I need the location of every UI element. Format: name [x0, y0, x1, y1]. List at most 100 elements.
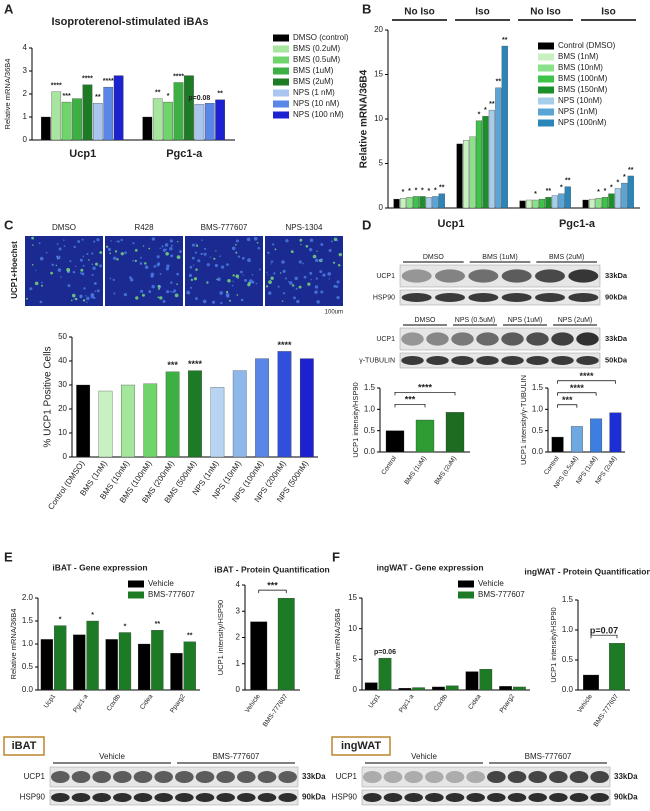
cell [176, 283, 178, 286]
row-label: HSP90 [332, 793, 358, 802]
y-tick-label: 4 [23, 43, 28, 52]
cell [305, 244, 309, 248]
panel-letter: E [4, 549, 13, 564]
cell [216, 278, 218, 281]
blot-band [278, 771, 297, 783]
sig-label: *** [405, 395, 416, 405]
legend-label: BMS-777607 [478, 590, 525, 599]
sig-label: **** [277, 340, 292, 350]
cell [55, 264, 58, 267]
cell [194, 251, 197, 254]
cell [112, 278, 115, 281]
y-tick-label: 3 [236, 606, 241, 615]
cell [159, 296, 163, 300]
cell [270, 263, 272, 265]
blot-band [404, 771, 423, 783]
bar [232, 370, 247, 458]
cell [268, 291, 272, 295]
y-tick-label: 1.0 [364, 404, 376, 413]
cell [229, 299, 232, 302]
sig-label: **** [82, 76, 93, 83]
cell [132, 259, 135, 262]
sig-label: *** [267, 581, 278, 591]
blot-band [404, 793, 423, 802]
legend-swatch [538, 64, 554, 72]
cell [195, 244, 199, 247]
cell [328, 248, 332, 253]
cell [150, 274, 154, 278]
bar [532, 199, 539, 209]
panel-letter: B [362, 1, 371, 16]
legend-label: BMS (100nM) [558, 74, 608, 83]
cell [56, 258, 59, 260]
y-tick-label: 3 [23, 66, 28, 75]
blot [399, 327, 601, 351]
y-tick-label: 0.0 [364, 447, 376, 456]
cell [258, 268, 261, 271]
bar [465, 671, 479, 691]
x-tick-label: Cidea [467, 693, 483, 711]
cell [109, 277, 112, 280]
bar [456, 143, 463, 209]
blot-band [468, 293, 499, 302]
blot-band [435, 293, 465, 302]
bar [438, 193, 445, 209]
cell [267, 274, 269, 276]
bar [621, 182, 628, 209]
cell [295, 287, 298, 290]
cell [319, 270, 323, 274]
sig-label: * [604, 188, 607, 195]
y-tick-label: 0.5 [562, 655, 574, 664]
sig-label: ** [217, 91, 223, 98]
cell [287, 280, 290, 283]
blot-band [549, 793, 568, 802]
legend-swatch [458, 591, 474, 599]
bar [277, 351, 292, 458]
cell [320, 258, 324, 262]
cell [72, 270, 76, 274]
row-label: HSP90 [373, 294, 395, 301]
x-tick-label: BMS-777607 [593, 693, 621, 728]
bar [432, 196, 439, 209]
cell [159, 247, 162, 249]
blot-band [383, 771, 403, 783]
cell [220, 265, 225, 269]
cell [284, 277, 287, 280]
sig-label: **** [418, 383, 433, 393]
bar [551, 195, 558, 209]
sig-label: * [91, 612, 94, 619]
cell [116, 258, 119, 261]
y-tick-label: 1.5 [532, 383, 544, 392]
cell [310, 278, 312, 281]
cell [201, 239, 203, 241]
bar [608, 193, 615, 209]
y-axis-label: Relative mRNA/36B4 [9, 609, 18, 680]
bar [570, 426, 583, 453]
cell [203, 252, 207, 256]
blot-band [507, 793, 527, 802]
cell [93, 240, 96, 243]
cell [214, 263, 219, 268]
blot-band [476, 356, 499, 365]
cell [186, 290, 190, 295]
sig-label: * [434, 187, 437, 194]
legend-swatch [273, 111, 289, 119]
cell [94, 290, 97, 293]
cell [90, 292, 95, 297]
micrograph-label: R428 [134, 223, 154, 232]
legend-label: BMS (0.5uM) [293, 55, 340, 64]
blot-band [195, 771, 215, 783]
cell [156, 255, 160, 259]
blot-band [154, 793, 173, 802]
blot-band [569, 771, 589, 783]
chart-title: Isoproterenol-stimulated iBAs [51, 16, 208, 28]
cell [134, 249, 138, 252]
cell [151, 284, 155, 289]
cell [327, 272, 331, 276]
blot-band [133, 793, 153, 802]
bar [495, 87, 502, 209]
blot-band [195, 793, 215, 802]
cell [81, 272, 85, 276]
cell [176, 241, 179, 243]
y-tick-label: 50 [58, 332, 67, 341]
